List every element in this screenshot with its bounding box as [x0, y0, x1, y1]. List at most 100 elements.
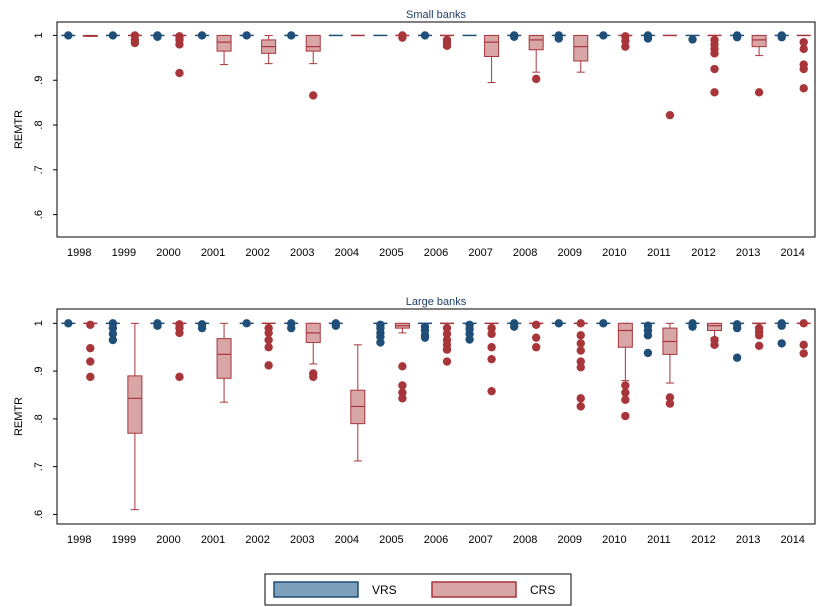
x-tick-label: 2011 — [647, 247, 671, 259]
outlier-point — [799, 64, 808, 74]
outlier-point — [754, 341, 764, 350]
outlier-point — [599, 319, 608, 328]
outlier-point — [554, 34, 563, 43]
outlier-point — [442, 329, 452, 339]
outlier-point — [331, 321, 341, 330]
x-tick-label: 1998 — [67, 534, 91, 546]
outlier-point — [108, 335, 118, 345]
outlier-point — [398, 381, 407, 390]
outlier-point — [420, 333, 430, 342]
large-banks-panel: Large banks REMTR 1 .9 .8 .7 .6 1998 1999 2000 200… — [13, 296, 816, 546]
outlier-point — [376, 338, 385, 347]
outlier-point — [621, 411, 630, 421]
legend: VRS CRS — [264, 573, 572, 606]
y-tick-label: 1 — [33, 32, 45, 38]
outlier-point — [86, 343, 95, 353]
x-tick-label: 1999 — [112, 247, 136, 259]
outlier-point — [509, 32, 519, 41]
outlier-point — [442, 345, 452, 354]
box — [216, 338, 232, 379]
outlier-point — [777, 321, 786, 330]
outlier-point — [576, 402, 585, 411]
x-tick-label: 1998 — [67, 247, 91, 259]
plot-area — [56, 21, 816, 238]
outlier-point — [688, 322, 697, 331]
outlier-point — [242, 319, 251, 328]
x-tick-label: 2002 — [245, 534, 269, 546]
x-tick-label: 2004 — [335, 534, 359, 546]
x-tick-label: 2001 — [201, 534, 225, 546]
outlier-point — [86, 320, 95, 329]
outlier-point — [710, 64, 719, 74]
outlier-point — [554, 319, 563, 328]
outlier-point — [509, 322, 519, 331]
outlier-point — [287, 31, 296, 40]
outlier-point — [153, 321, 162, 330]
outlier-point — [799, 319, 808, 328]
x-tick-label: 2000 — [156, 247, 180, 259]
x-tick-label: 2012 — [691, 534, 715, 546]
box — [528, 34, 544, 51]
outlier-point — [108, 31, 118, 40]
outlier-point — [643, 34, 653, 43]
outlier-point — [130, 38, 140, 48]
outlier-point — [777, 339, 786, 348]
outlier-point — [264, 361, 273, 370]
outlier-point — [799, 349, 808, 358]
legend-frame — [264, 573, 572, 606]
outlier-point — [287, 323, 296, 333]
x-tick-label: 2007 — [468, 247, 492, 259]
outlier-point — [487, 386, 496, 396]
x-tick-label: 2008 — [513, 247, 537, 259]
x-tick-label: 2014 — [780, 534, 804, 546]
y-tick-label: .6 — [33, 210, 45, 219]
y-tick-label: 1 — [33, 320, 45, 326]
outlier-point — [621, 36, 630, 46]
x-tick-label: 2014 — [780, 247, 804, 259]
x-tick-label: 2003 — [290, 247, 314, 259]
outlier-point — [621, 388, 630, 397]
legend-swatch-crs — [431, 581, 517, 598]
x-tick-label: 2006 — [424, 534, 448, 546]
x-tick-label: 2002 — [245, 247, 269, 259]
outlier-point — [175, 68, 184, 78]
outlier-point — [754, 331, 764, 340]
box — [707, 322, 723, 332]
x-tick-label: 2011 — [647, 534, 671, 546]
x-tick-label: 2005 — [379, 534, 403, 546]
outlier-point — [442, 41, 452, 50]
outlier-point — [487, 343, 496, 352]
outlier-point — [576, 363, 585, 372]
outlier-point — [442, 357, 452, 366]
outlier-point — [487, 354, 496, 364]
outlier-point — [264, 343, 273, 352]
box — [751, 34, 767, 48]
outlier-point — [710, 88, 719, 97]
outlier-point — [420, 31, 430, 40]
outlier-point — [153, 32, 162, 41]
outlier-point — [64, 319, 73, 328]
box — [127, 375, 143, 434]
outlier-point — [732, 323, 742, 333]
outlier-point — [264, 328, 273, 338]
plot-area — [56, 308, 816, 525]
outlier-point — [732, 33, 742, 42]
outlier-point — [309, 91, 318, 100]
x-tick-label: 2000 — [156, 534, 180, 546]
x-tick-label: 2009 — [558, 247, 582, 259]
outlier-point — [777, 33, 786, 42]
outlier-point — [799, 84, 808, 93]
outlier-point — [242, 31, 251, 40]
outlier-point — [799, 37, 808, 47]
outlier-point — [710, 340, 719, 350]
outlier-point — [576, 346, 585, 355]
y-tick-label: .9 — [33, 367, 45, 376]
outlier-point — [621, 42, 630, 51]
x-tick-label: 2010 — [602, 534, 626, 546]
outlier-point — [531, 333, 541, 342]
x-tick-label: 2013 — [736, 247, 760, 259]
x-tick-label: 2004 — [335, 247, 359, 259]
y-axis-label: REMTR — [13, 110, 25, 149]
outlier-point — [576, 394, 585, 403]
y-tick-label: .9 — [33, 76, 45, 85]
